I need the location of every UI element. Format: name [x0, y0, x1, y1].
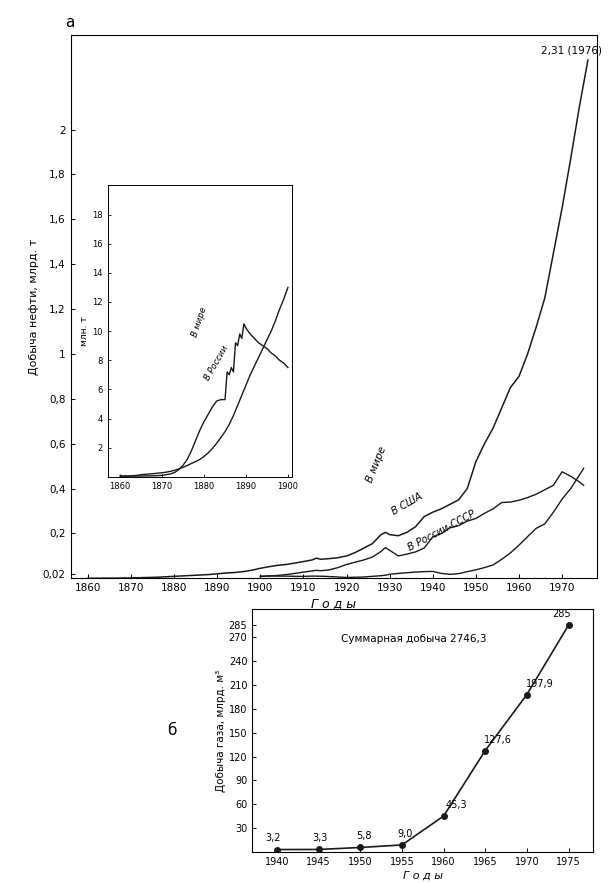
Text: 197,9: 197,9: [525, 679, 554, 689]
Text: В России: В России: [203, 344, 230, 382]
Text: 285: 285: [552, 608, 571, 619]
Text: В США: В США: [390, 491, 424, 517]
Text: 3,2: 3,2: [265, 834, 280, 843]
Y-axis label: млн. т: млн. т: [81, 316, 89, 346]
Text: 3,3: 3,3: [313, 833, 328, 843]
Text: Суммарная добыча 2746,3: Суммарная добыча 2746,3: [341, 633, 486, 644]
Text: В мире: В мире: [191, 306, 209, 338]
Text: б: б: [167, 723, 176, 738]
Y-axis label: Добыча газа, млрд. м³: Добыча газа, млрд. м³: [216, 669, 226, 792]
Text: 127,6: 127,6: [484, 735, 512, 745]
Text: 45,3: 45,3: [445, 800, 467, 810]
X-axis label: Г о д ы: Г о д ы: [311, 598, 356, 610]
Y-axis label: Добыча нефти, млрд. т: Добыча нефти, млрд. т: [29, 238, 39, 375]
Text: 9,0: 9,0: [398, 828, 413, 839]
X-axis label: Г о д ы: Г о д ы: [403, 872, 443, 881]
Text: В мире: В мире: [365, 445, 389, 484]
Text: а: а: [65, 15, 75, 30]
Text: 5,8: 5,8: [356, 831, 371, 841]
Text: 2,31 (1976): 2,31 (1976): [541, 45, 601, 56]
Text: В России-СССР: В России-СССР: [406, 509, 477, 553]
